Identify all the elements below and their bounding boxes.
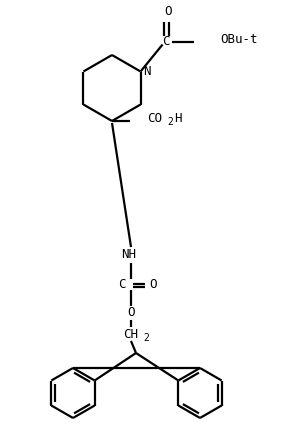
- Text: O: O: [164, 5, 171, 18]
- Text: 2: 2: [143, 333, 149, 343]
- Text: C: C: [118, 279, 126, 292]
- Text: CO: CO: [147, 112, 162, 126]
- Text: N: N: [143, 65, 151, 78]
- Text: NH: NH: [122, 248, 136, 262]
- Text: O: O: [127, 306, 135, 319]
- Text: C: C: [162, 35, 169, 48]
- Text: H: H: [174, 112, 182, 126]
- Text: OBu-t: OBu-t: [221, 33, 258, 46]
- Text: CH: CH: [123, 329, 139, 341]
- Text: 2: 2: [167, 117, 173, 127]
- Text: O: O: [149, 279, 157, 292]
